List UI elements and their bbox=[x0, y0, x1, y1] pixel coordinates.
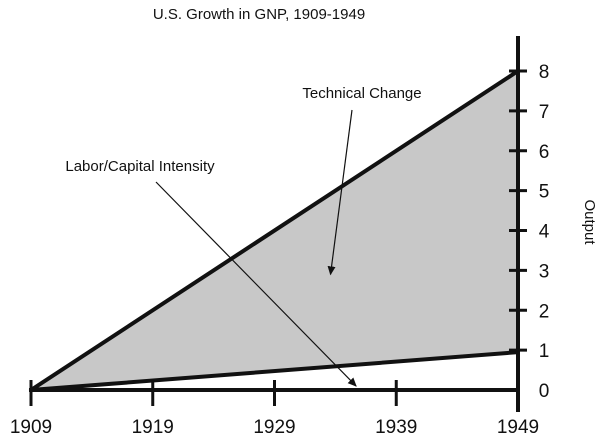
x-tick-label: 1949 bbox=[497, 417, 539, 438]
y-tick-label: 0 bbox=[539, 381, 550, 402]
series-line-upper bbox=[29, 69, 520, 392]
y-axis-label: Output bbox=[581, 199, 595, 245]
y-tick-label: 5 bbox=[539, 182, 550, 203]
x-axis-ticks: 1909 1919 1929 1939 1949 bbox=[10, 380, 539, 438]
x-tick-label: 1909 bbox=[10, 417, 52, 438]
y-axis-ticks: 0 1 2 3 4 5 6 7 8 bbox=[509, 62, 550, 402]
series-line-lower bbox=[29, 350, 520, 392]
chart-title: U.S. Growth in GNP, 1909-1949 bbox=[153, 6, 365, 23]
arrow-labor-capital-intensity bbox=[155, 181, 357, 387]
x-tick-label: 1939 bbox=[375, 417, 417, 438]
x-tick-label: 1919 bbox=[132, 417, 174, 438]
annotation-technical-change: Technical Change bbox=[302, 85, 421, 102]
y-tick-label: 6 bbox=[539, 142, 550, 163]
y-tick-label: 3 bbox=[539, 261, 550, 282]
y-tick-label: 1 bbox=[539, 341, 550, 362]
y-tick-label: 4 bbox=[539, 222, 550, 243]
y-tick-label: 8 bbox=[539, 62, 550, 83]
annotation-labor-capital-intensity: Labor/Capital Intensity bbox=[65, 158, 215, 175]
y-tick-label: 7 bbox=[539, 102, 550, 123]
arrow-technical-change bbox=[327, 109, 353, 276]
y-tick-label: 2 bbox=[539, 301, 550, 322]
x-tick-label: 1929 bbox=[253, 417, 295, 438]
